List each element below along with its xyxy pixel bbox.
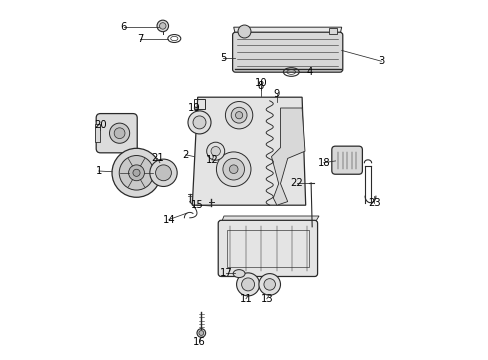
Circle shape: [223, 158, 244, 180]
Text: 3: 3: [377, 56, 384, 66]
Circle shape: [112, 148, 161, 197]
Text: 11: 11: [239, 294, 252, 304]
Text: 12: 12: [205, 155, 218, 165]
Text: 21: 21: [151, 153, 163, 163]
Circle shape: [229, 165, 238, 174]
Polygon shape: [221, 216, 318, 223]
Polygon shape: [233, 27, 341, 35]
Bar: [194, 99, 204, 109]
Text: 13: 13: [260, 294, 273, 304]
Polygon shape: [271, 108, 305, 205]
Circle shape: [159, 23, 166, 29]
Circle shape: [216, 152, 250, 186]
FancyBboxPatch shape: [232, 32, 342, 72]
Circle shape: [133, 169, 140, 176]
Circle shape: [149, 159, 177, 186]
Text: 8: 8: [257, 81, 264, 91]
Circle shape: [235, 112, 242, 119]
Circle shape: [236, 273, 259, 296]
Circle shape: [211, 147, 220, 156]
Text: 17: 17: [220, 267, 232, 278]
Circle shape: [157, 20, 168, 32]
Text: 6: 6: [121, 22, 127, 32]
Text: 5: 5: [219, 53, 225, 63]
Text: 18: 18: [317, 158, 329, 168]
Bar: [95, 124, 101, 142]
FancyBboxPatch shape: [218, 220, 317, 276]
Polygon shape: [192, 97, 305, 205]
Circle shape: [155, 165, 171, 181]
Circle shape: [258, 274, 280, 295]
Circle shape: [187, 111, 211, 134]
Text: 4: 4: [305, 67, 312, 77]
Text: 20: 20: [94, 120, 106, 130]
Circle shape: [225, 102, 252, 129]
Text: 19: 19: [187, 103, 200, 113]
Text: 9: 9: [273, 89, 280, 99]
Circle shape: [199, 330, 203, 336]
Circle shape: [238, 25, 250, 38]
Circle shape: [109, 123, 129, 143]
FancyBboxPatch shape: [96, 114, 137, 153]
Circle shape: [193, 116, 205, 129]
Text: 1: 1: [95, 166, 102, 176]
Bar: [226, 230, 308, 266]
Text: 7: 7: [137, 34, 143, 44]
Text: 10: 10: [254, 78, 266, 88]
Circle shape: [119, 156, 153, 190]
Circle shape: [197, 329, 205, 337]
Circle shape: [231, 107, 246, 123]
Text: 23: 23: [367, 198, 380, 208]
Bar: [329, 27, 337, 34]
Circle shape: [264, 279, 275, 290]
Circle shape: [128, 165, 144, 181]
Circle shape: [114, 128, 125, 139]
Ellipse shape: [233, 270, 244, 278]
Circle shape: [241, 278, 254, 291]
Text: 14: 14: [162, 215, 175, 225]
FancyBboxPatch shape: [331, 146, 362, 174]
Circle shape: [206, 142, 224, 160]
Text: 15: 15: [190, 200, 203, 210]
Text: 2: 2: [182, 150, 189, 160]
Text: 16: 16: [193, 337, 205, 347]
Text: 22: 22: [290, 178, 303, 188]
